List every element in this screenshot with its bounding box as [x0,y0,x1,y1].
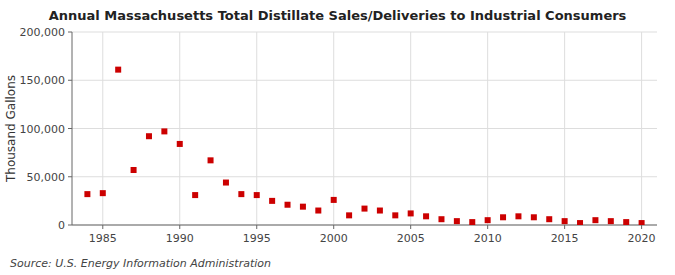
y-grid-line [72,176,657,177]
point [254,192,260,198]
x-tick-label: 2010 [474,232,502,245]
x-tick-label: 1985 [89,232,117,245]
point [146,133,152,139]
y-axis-line [72,32,73,225]
point [546,216,552,222]
y-tick [68,225,72,226]
y-grid-line [72,32,657,33]
point [500,214,506,220]
point [608,218,614,224]
y-tick-label: 100,000 [20,123,66,136]
point [177,141,183,147]
x-tick [641,225,642,229]
y-tick [68,80,72,81]
x-grid-line [410,32,411,225]
y-grid-line [72,80,657,81]
x-axis-line [72,225,657,226]
point [84,191,90,197]
x-tick [410,225,411,229]
point [192,192,198,198]
point [377,208,383,214]
y-tick [68,128,72,129]
x-grid-line [487,32,488,225]
point [577,220,583,225]
x-tick-label: 2005 [397,232,425,245]
y-axis-label: Thousand Gallons [4,75,18,183]
x-tick-label: 2015 [551,232,579,245]
y-tick [68,176,72,177]
point [269,198,275,204]
y-tick-label: 150,000 [20,74,66,87]
x-tick [333,225,334,229]
point [438,216,444,222]
points [84,67,644,225]
x-grid-line [179,32,180,225]
point [238,191,244,197]
x-tick [102,225,103,229]
point [469,219,475,225]
y-tick-label: 50,000 [27,171,66,184]
x-tick-label: 2000 [320,232,348,245]
y-grid-line [72,225,657,226]
point [362,206,368,212]
y-tick [68,32,72,33]
point [531,214,537,220]
x-grid-line [333,32,334,225]
point [639,220,645,225]
point [161,128,167,134]
point [100,190,106,196]
point [408,210,414,216]
x-tick [564,225,565,229]
point [485,217,491,223]
chart-svg: Annual Massachusetts Total Distillate Sa… [0,0,675,275]
x-grid-line [564,32,565,225]
point [300,204,306,210]
x-grid-line [641,32,642,225]
chart-container: Annual Massachusetts Total Distillate Sa… [0,0,675,275]
point [285,202,291,208]
point [346,212,352,218]
grid [72,32,657,225]
point [392,212,398,218]
chart-title: Annual Massachusetts Total Distillate Sa… [49,8,627,23]
x-tick [179,225,180,229]
point [331,197,337,203]
source-note: Source: U.S. Energy Information Administ… [10,257,271,270]
y-grid-line [72,128,657,129]
point [454,218,460,224]
point [208,157,214,163]
point [223,180,229,186]
point [515,213,521,219]
x-tick [256,225,257,229]
y-tick-label: 0 [58,219,65,232]
x-tick [487,225,488,229]
point [315,208,321,214]
point [423,213,429,219]
point [131,167,137,173]
point [592,217,598,223]
x-tick-label: 2020 [628,232,656,245]
x-tick-label: 1995 [243,232,271,245]
x-tick-label: 1990 [166,232,194,245]
y-tick-label: 200,000 [20,26,66,39]
point [115,67,121,73]
point [623,219,629,225]
point [562,218,568,224]
axes: 0 50,000 100,000 150,000 200,000 1985 1990 1995… [20,26,658,245]
